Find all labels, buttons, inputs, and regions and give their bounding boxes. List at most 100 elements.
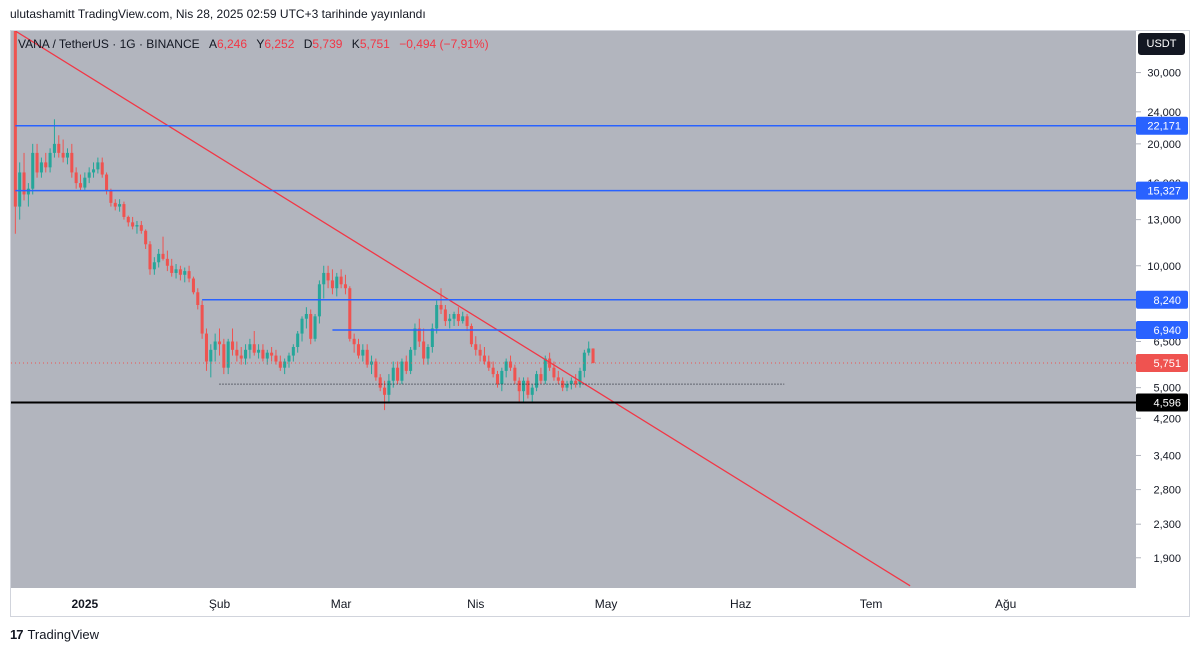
candle-body [39, 162, 43, 173]
candle-body [148, 244, 152, 270]
price-axis[interactable]: 30,00024,00020,00016,00013,00010,0006,50… [1136, 68, 1188, 565]
candle-body [409, 349, 413, 371]
publish-info: ulutashamitt TradingView.com, Nis 28, 20… [10, 7, 426, 21]
candle-body [87, 172, 91, 178]
candle-body [439, 304, 443, 310]
candle-body [52, 143, 56, 153]
last-price-badge [1136, 354, 1188, 373]
symbol-legend: VANA / TetherUS · 1G · BINANCE A6,246 Y6… [18, 37, 489, 51]
candle-body [270, 352, 274, 356]
y-tick-label: 2,800 [1153, 485, 1181, 497]
level-price-label: 6,940 [1153, 325, 1181, 337]
chart-frame[interactable]: 30,00024,00020,00016,00013,00010,0006,50… [10, 30, 1190, 617]
level-price-label: 8,240 [1153, 295, 1181, 307]
candle-body [287, 355, 291, 362]
candle-body [196, 292, 200, 305]
candle-body [83, 177, 87, 188]
candle-body [31, 152, 35, 189]
candle-body [222, 344, 226, 368]
candle-body [231, 341, 235, 350]
candle-body [474, 344, 478, 350]
candle-body [396, 367, 400, 381]
y-tick-label: 30,000 [1147, 68, 1181, 80]
candle-body [296, 333, 300, 347]
candle-body [491, 367, 495, 375]
candle-body [105, 174, 109, 191]
candle-body [335, 276, 339, 289]
candle-body [135, 225, 139, 227]
candle-body [569, 380, 573, 385]
candle-body [131, 222, 135, 227]
y-tick-label: 4,200 [1153, 413, 1181, 425]
candle-body [426, 346, 430, 359]
candle-body [144, 230, 148, 245]
candle-body [587, 348, 591, 353]
candle-body [461, 316, 465, 322]
y-tick-label: 3,400 [1153, 450, 1181, 462]
candle-body [200, 304, 204, 334]
candle-body [283, 361, 287, 368]
candle-body [157, 253, 161, 263]
close-label: K [351, 37, 360, 51]
candle-body [526, 380, 530, 395]
candle-body [74, 172, 78, 184]
candle-body [113, 202, 117, 207]
candle-body [456, 314, 460, 322]
candle-body [365, 349, 369, 365]
candle-body [244, 349, 248, 359]
currency-button[interactable]: USDT [1138, 33, 1185, 55]
candle-body [92, 169, 96, 173]
high-value: 6,252 [264, 37, 295, 51]
candle-body [44, 162, 48, 168]
plot-background [11, 31, 1136, 588]
candle-body [78, 183, 83, 188]
candle-body [118, 204, 122, 207]
candle-body [309, 314, 313, 339]
candle-body [391, 367, 395, 381]
candle-body [400, 361, 404, 381]
candle-body [100, 162, 104, 175]
candle-body [561, 380, 565, 388]
candle-body [387, 380, 391, 395]
candle-body [248, 344, 252, 350]
candle-body [152, 262, 156, 270]
symbol-info[interactable]: VANA / TetherUS · 1G · BINANCE [18, 37, 200, 51]
price-chart[interactable]: 30,00024,00020,00016,00013,00010,0006,50… [11, 31, 1189, 616]
candle-body [217, 341, 222, 345]
candle-body [552, 367, 556, 378]
x-tick-label: Ağu [995, 597, 1016, 611]
candle-body [374, 361, 378, 378]
time-axis[interactable]: 2025 Şub Mar Nis May Haz Tem Ağu [71, 597, 1016, 611]
candle-body [435, 304, 439, 329]
candle-body [339, 276, 343, 285]
candle-body [204, 333, 208, 362]
candle-body [413, 328, 417, 350]
support-price-badge [1136, 393, 1188, 412]
candle-body [22, 172, 26, 195]
y-tick-label: 1,900 [1153, 553, 1181, 565]
tradingview-brand[interactable]: 17 TradingView [10, 627, 99, 642]
candle-body [261, 349, 265, 359]
candle-body [183, 271, 187, 275]
close-value: 5,751 [359, 37, 390, 51]
x-tick-label: Tem [860, 597, 883, 611]
candle-body [70, 152, 74, 173]
candle-body [487, 361, 491, 368]
drawings[interactable] [11, 31, 1136, 587]
candles [13, 31, 595, 411]
candle-body [165, 258, 169, 266]
candle-body [278, 361, 282, 368]
level-price-badge [1136, 320, 1188, 339]
candle-body [448, 318, 452, 322]
candle-body [513, 367, 517, 381]
candle-body [356, 344, 361, 356]
candle-body [170, 265, 174, 273]
candle-body [322, 272, 326, 285]
candle-body [213, 341, 217, 350]
candle-body [226, 341, 230, 368]
low-label: D [303, 37, 313, 51]
tradingview-logo-icon: 17 [10, 627, 24, 642]
candle-body [530, 387, 534, 395]
candle-body [465, 316, 469, 326]
y-tick-label: 10,000 [1147, 261, 1181, 273]
